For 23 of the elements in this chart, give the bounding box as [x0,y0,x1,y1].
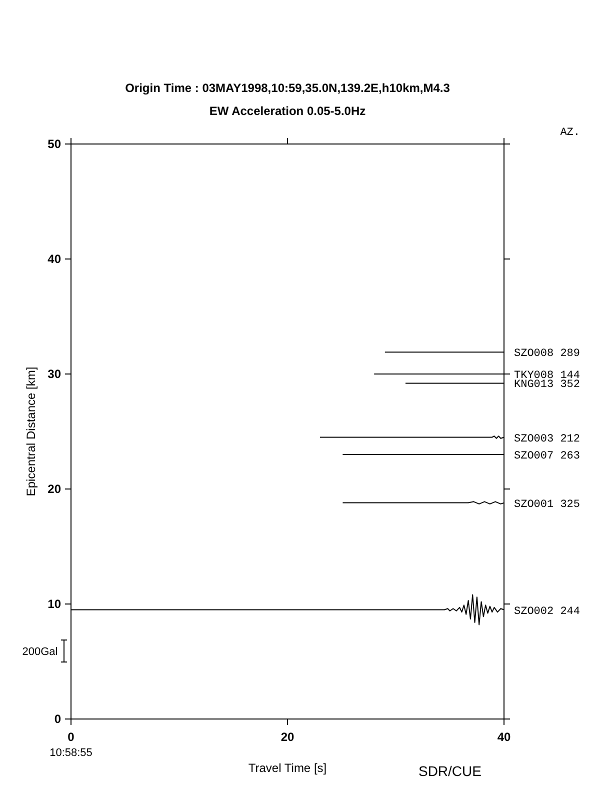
y-axis-title: Epicentral Distance [km] [24,366,38,496]
x-tick-label: 40 [497,730,511,744]
legend-label: SZO002 244 [514,606,580,618]
y-tick-label: 30 [48,367,62,381]
y-tick-label: 50 [48,137,62,151]
chart-title: Origin Time : 03MAY1998,10:59,35.0N,139.2E,h10km,M4.3 [125,81,450,95]
series-label: SZO003 212 [514,433,580,446]
text: AZ. [560,127,580,139]
series-label: SZO008 289 [514,348,580,360]
y-tick-label: 20 [48,482,62,496]
x-tick-label: 20 [280,730,294,744]
text: SDR/CUE [418,763,482,779]
y-tick-label: 40 [48,252,62,266]
text: 10:58:55 [50,747,92,759]
text: 200Gal [22,646,58,658]
series-label: SZO007 263 [514,450,580,462]
series-label: KNG013 352 [514,379,580,392]
y-tick-label: 0 [54,712,62,726]
legend-label: SZO001 325 [514,498,580,511]
x-tick-label: 0 [68,730,75,744]
chart-subtitle: EW Acceleration 0.05-5.0Hz [209,104,366,118]
y-tick-label: 10 [48,597,62,611]
x-axis-title: Travel Time [s] [248,761,327,775]
